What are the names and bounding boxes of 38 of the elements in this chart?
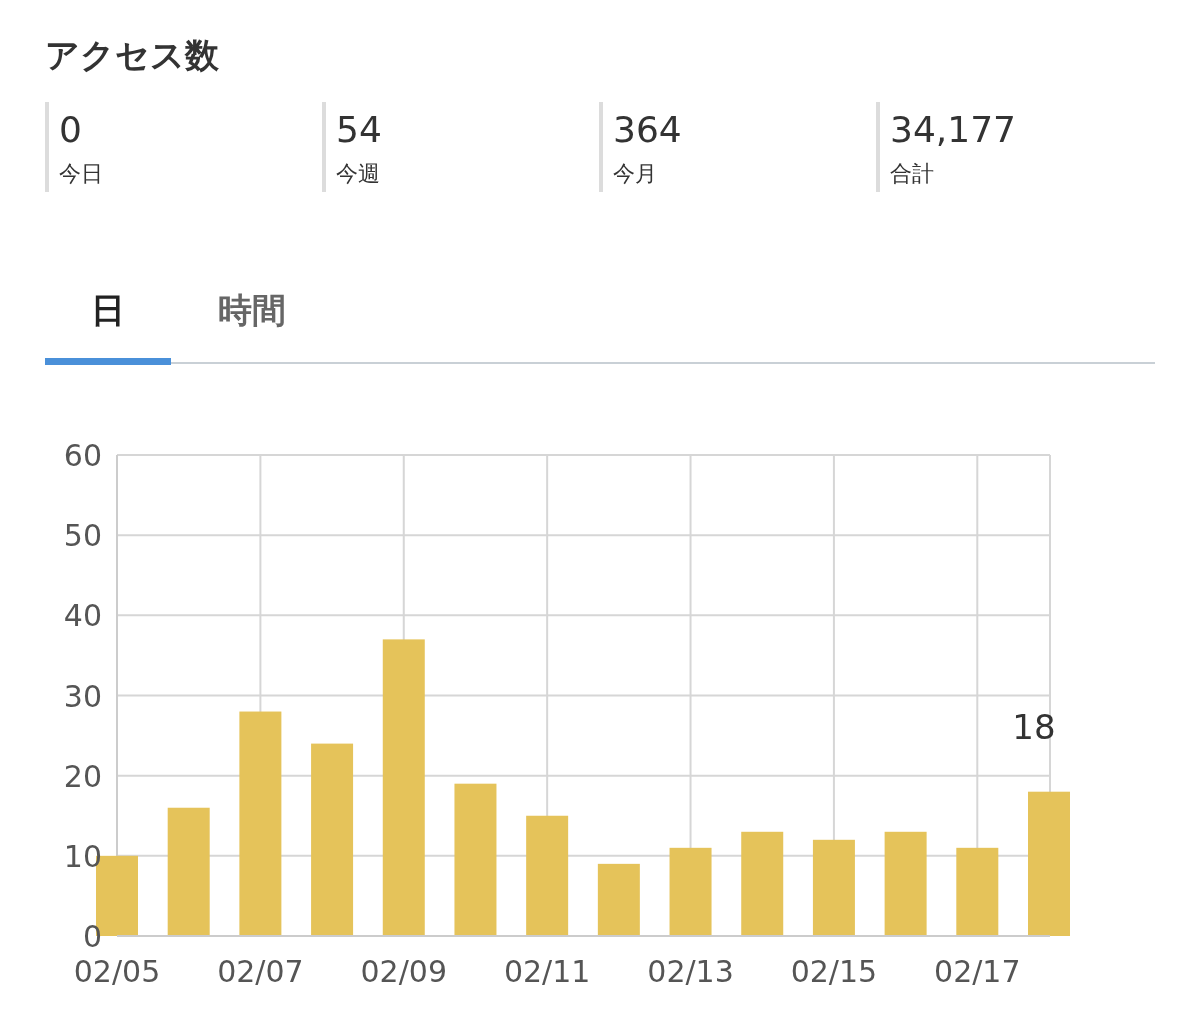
y-tick-label: 0 xyxy=(82,919,102,954)
bar xyxy=(1028,791,1070,936)
x-tick-label: 02/09 xyxy=(360,954,447,989)
category-label: 今週 xyxy=(336,161,380,186)
y-tick-label: 20 xyxy=(63,758,102,794)
category-label: 今日 xyxy=(59,161,103,186)
bar xyxy=(239,711,282,936)
x-tick-label: 02/07 xyxy=(217,954,304,989)
bar xyxy=(956,847,999,936)
bar xyxy=(454,783,497,936)
bar xyxy=(382,639,425,936)
y-tick-label: 10 xyxy=(63,838,102,874)
text: 時間 xyxy=(218,290,286,330)
x-tick-label: 02/13 xyxy=(647,954,734,989)
text: 34,177 xyxy=(890,109,1016,150)
bar xyxy=(669,847,712,936)
text: 364 xyxy=(613,109,682,150)
text: 日 xyxy=(91,290,125,330)
y-tick-label: 60 xyxy=(63,438,102,473)
y-tick-label: 30 xyxy=(63,678,102,714)
bar xyxy=(167,807,210,936)
category-label: 今月 xyxy=(613,161,657,186)
bar xyxy=(597,863,640,936)
text: アクセス数 xyxy=(45,35,220,75)
bar xyxy=(311,743,354,936)
y-tick-label: 50 xyxy=(63,518,102,554)
bar xyxy=(812,839,855,936)
bar xyxy=(741,831,784,936)
x-tick-label: 02/11 xyxy=(503,954,591,989)
x-tick-label: 02/15 xyxy=(790,954,878,989)
category-label: 合計 xyxy=(890,161,934,186)
bar xyxy=(884,831,927,936)
x-tick-label: 02/05 xyxy=(73,954,161,989)
x-tick-label: 02/17 xyxy=(934,954,1021,989)
bar xyxy=(526,815,569,936)
data-label: 18 xyxy=(1012,706,1056,747)
y-tick-label: 40 xyxy=(63,598,102,634)
text: 54 xyxy=(336,109,382,150)
